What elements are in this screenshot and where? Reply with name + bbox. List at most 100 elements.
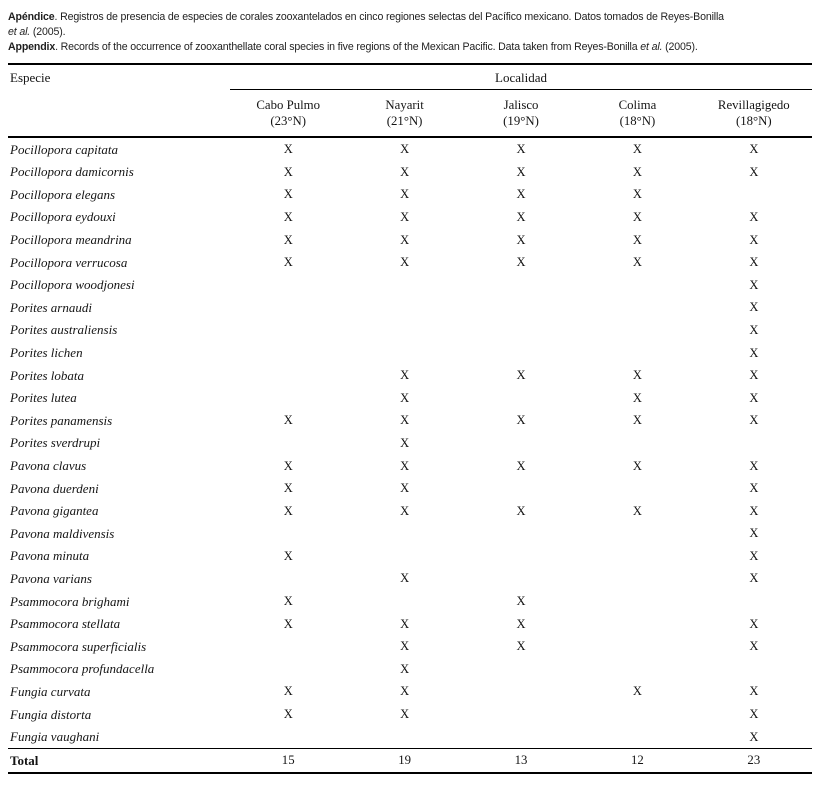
- presence-mark: X: [400, 413, 410, 428]
- presence-mark: X: [749, 481, 759, 496]
- presence-mark: X: [632, 390, 642, 405]
- presence-mark: X: [516, 255, 526, 270]
- presence-mark: X: [283, 209, 293, 224]
- table-row: Pavona duerdeni X X X: [8, 477, 812, 500]
- locality-group-header: Localidad: [230, 65, 812, 91]
- presence-mark: X: [516, 187, 526, 202]
- caption-english-etal: et al.: [640, 40, 663, 53]
- presence-mark: X: [516, 164, 526, 179]
- species-name: Porites lobata: [10, 367, 85, 383]
- caption-english-tail: (2005).: [662, 40, 698, 53]
- presence-mark: X: [400, 481, 410, 496]
- presence-mark: X: [516, 413, 526, 428]
- column-header-cabo-pulmo: Cabo Pulmo (23°N): [230, 97, 346, 129]
- presence-mark: X: [400, 684, 410, 699]
- presence-mark: X: [400, 390, 410, 405]
- total-value: 12: [631, 753, 644, 768]
- presence-mark: X: [400, 661, 410, 676]
- presence-mark: X: [632, 503, 642, 518]
- presence-mark: X: [749, 458, 759, 473]
- presence-mark: X: [283, 164, 293, 179]
- table-row: Porites australiensis X: [8, 319, 812, 342]
- presence-mark: X: [749, 164, 759, 179]
- column-header-revillagigedo: Revillagigedo (18°N): [696, 97, 812, 129]
- table-row: Pocillopora damicornis X X X X X: [8, 161, 812, 184]
- presence-mark: X: [516, 209, 526, 224]
- table-row: Porites arnaudi X: [8, 297, 812, 320]
- caption-block: Apéndice. Registros de presencia de espe…: [8, 10, 812, 54]
- species-name: Fungia curvata: [10, 683, 91, 699]
- total-value: 15: [281, 753, 295, 768]
- caption-english-label: Appendix: [8, 40, 56, 53]
- table-row: Pocillopora verrucosa X X X X X: [8, 251, 812, 274]
- presence-mark: X: [400, 232, 410, 247]
- species-name: Pocillopora elegans: [10, 186, 116, 202]
- presence-mark: X: [400, 503, 410, 518]
- species-name: Porites sverdrupi: [10, 435, 101, 451]
- presence-mark: X: [400, 255, 410, 270]
- presence-mark: X: [749, 707, 759, 722]
- column-headers-row: Cabo Pulmo (23°N) Nayarit (21°N) Jalisco (19°…: [8, 90, 812, 139]
- caption-spanish-etal: et al.: [8, 25, 31, 38]
- species-name: Psammocora brighami: [10, 593, 130, 609]
- column-latitude: (23°N): [270, 114, 307, 129]
- column-header-colima: Colima (18°N): [579, 97, 695, 129]
- column-latitude: (18°N): [735, 114, 772, 129]
- table-row: Porites lichen X: [8, 342, 812, 365]
- table-row: Pavona gigantea X X X X X: [8, 500, 812, 523]
- appendix-table: Especie Localidad Cabo Pulmo (23°N) Nayari…: [8, 63, 812, 775]
- species-name: Fungia vaughani: [10, 729, 100, 745]
- table-row: Psammocora stellata X X X X: [8, 613, 812, 636]
- presence-mark: X: [749, 503, 759, 518]
- presence-mark: X: [400, 142, 410, 157]
- presence-mark: X: [283, 413, 293, 428]
- presence-mark: X: [749, 322, 759, 337]
- presence-mark: X: [516, 142, 526, 157]
- column-latitude: (19°N): [503, 114, 539, 129]
- presence-mark: X: [632, 413, 642, 428]
- table-row: Pavona varians X X: [8, 568, 812, 591]
- species-name: Porites panamensis: [10, 412, 113, 428]
- species-name: Pavona duerdeni: [10, 480, 99, 496]
- table-row: Pavona clavus X X X X X: [8, 455, 812, 478]
- presence-mark: X: [283, 255, 293, 270]
- presence-mark: X: [400, 164, 410, 179]
- species-name: Porites australiensis: [10, 322, 118, 338]
- presence-mark: X: [400, 571, 410, 586]
- total-value: 19: [398, 753, 411, 768]
- presence-mark: X: [516, 232, 526, 247]
- species-name: Pocillopora damicornis: [10, 164, 134, 180]
- table-row: Pocillopora meandrina X X X X X: [8, 229, 812, 252]
- presence-mark: X: [632, 368, 642, 383]
- presence-mark: X: [632, 458, 642, 473]
- presence-mark: X: [283, 481, 293, 496]
- presence-mark: X: [749, 639, 759, 654]
- presence-mark: X: [400, 458, 410, 473]
- column-name: Nayarit: [385, 98, 424, 113]
- column-latitude: (21°N): [386, 114, 423, 129]
- presence-mark: X: [749, 300, 759, 315]
- table-row: Psammocora brighami X X: [8, 590, 812, 613]
- presence-mark: X: [400, 707, 410, 722]
- presence-mark: X: [749, 616, 759, 631]
- presence-mark: X: [749, 277, 759, 292]
- table-header-row-1: Especie Localidad: [8, 63, 812, 91]
- table-row: Porites panamensis X X X X X: [8, 410, 812, 433]
- table-row: Pocillopora woodjonesi X: [8, 274, 812, 297]
- presence-mark: X: [749, 345, 759, 360]
- total-value: 13: [514, 753, 528, 768]
- table-row: Fungia vaughani X: [8, 726, 812, 749]
- presence-mark: X: [283, 684, 293, 699]
- column-header-jalisco: Jalisco (19°N): [463, 97, 579, 129]
- presence-mark: X: [283, 548, 293, 563]
- species-name: Porites lutea: [10, 390, 77, 406]
- presence-mark: X: [283, 707, 293, 722]
- species-name: Pavona minuta: [10, 548, 90, 564]
- presence-mark: X: [749, 390, 759, 405]
- species-column-header: Especie: [10, 70, 51, 86]
- presence-mark: X: [283, 594, 293, 609]
- table-row: Psammocora superficialis X X X: [8, 635, 812, 658]
- column-name: Colima: [618, 98, 657, 113]
- species-name: Pavona clavus: [10, 458, 87, 473]
- presence-mark: X: [283, 503, 293, 518]
